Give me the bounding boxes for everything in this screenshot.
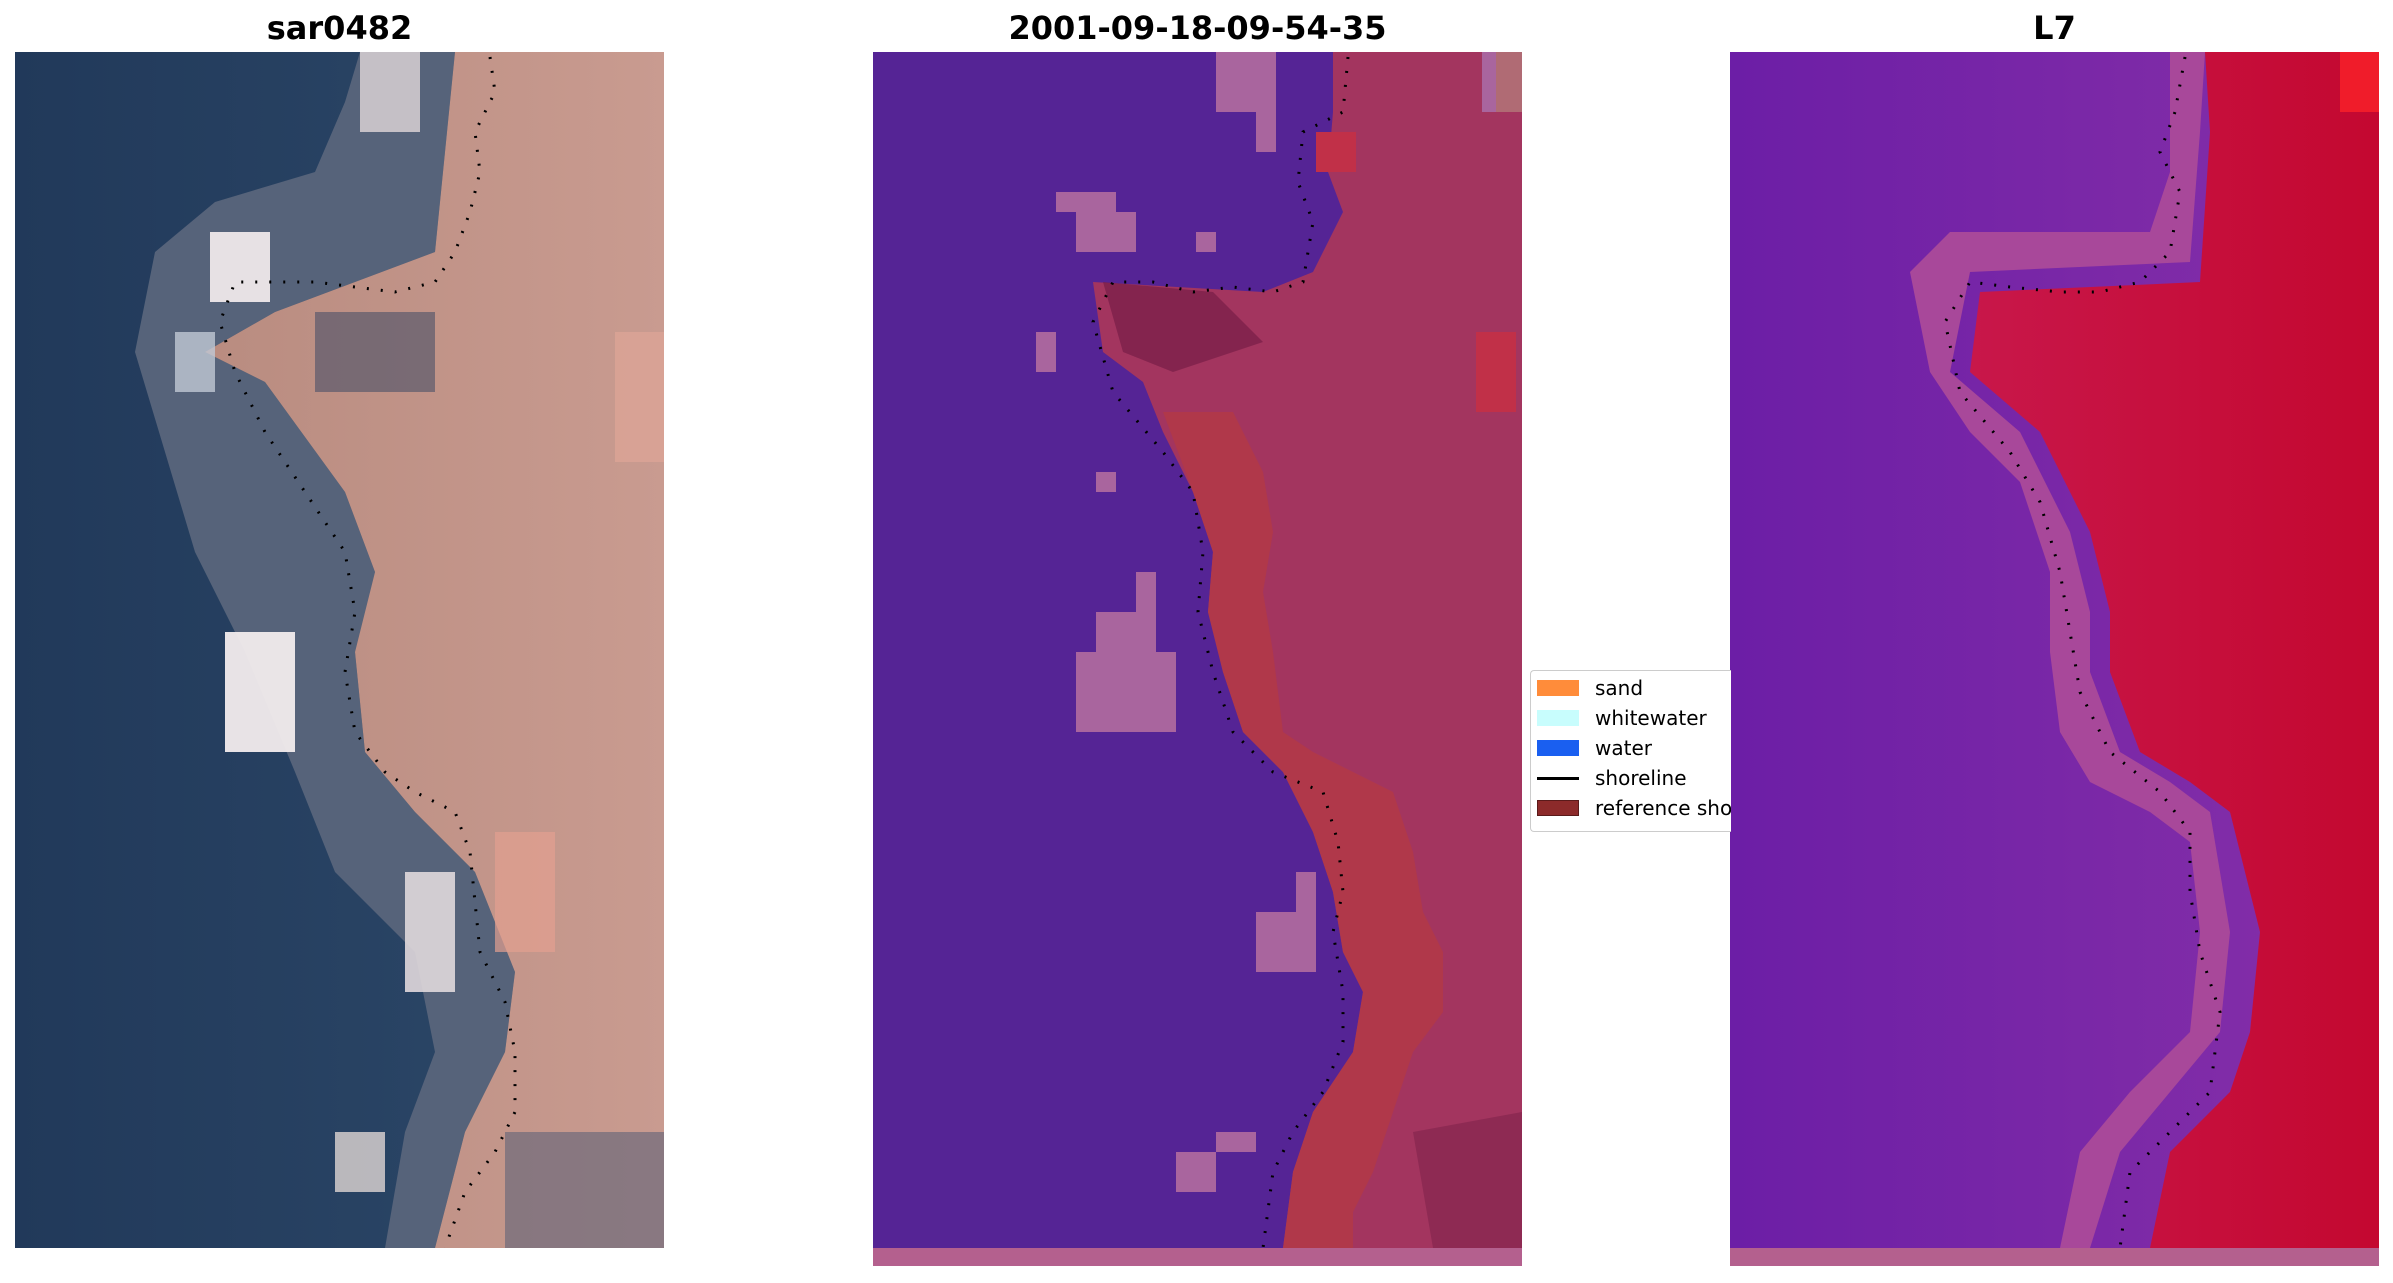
rgb-image-panel — [15, 52, 664, 1248]
legend-label: water — [1595, 736, 1652, 760]
panel-title-rgb: sar0482 — [266, 9, 413, 47]
whitewater-swatch — [1537, 710, 1579, 726]
legend-label: whitewater — [1595, 706, 1707, 730]
detected-shoreline — [218, 56, 517, 1248]
sand-swatch — [1537, 680, 1579, 696]
reference-shoreline-swatch — [1537, 800, 1579, 816]
l7-panel — [1730, 52, 2379, 1248]
legend-label: reference shoreline — [1595, 796, 1731, 820]
legend-item-whitewater: whitewater — [1537, 704, 1707, 732]
whitewater-patches — [1036, 52, 1522, 1192]
sand-class-band — [1163, 412, 1443, 1248]
legend-label: shoreline — [1595, 766, 1687, 790]
panel-title-l7: L7 — [2033, 9, 2076, 47]
transition-band — [1910, 52, 2230, 1248]
reference-shoreline-area — [1103, 282, 1263, 372]
rgb-image — [15, 52, 664, 1248]
legend-label: sand — [1595, 676, 1644, 700]
legend-item-water: water — [1537, 734, 1652, 762]
detected-shoreline — [1943, 56, 2222, 1248]
classification-image — [873, 52, 1522, 1248]
legend: sand whitewater water shoreline referenc… — [1530, 670, 1731, 832]
shoreline-swatch — [1537, 776, 1579, 780]
bottom-strip-panel-2 — [873, 1248, 1522, 1266]
l7-image — [1730, 52, 2379, 1248]
bottom-strip-panel-3 — [1730, 1248, 2379, 1266]
legend-item-reference-shoreline: reference shoreline — [1537, 794, 1731, 822]
classification-panel — [873, 52, 1522, 1248]
legend-item-shoreline: shoreline — [1537, 764, 1687, 792]
legend-item-sand: sand — [1537, 674, 1643, 702]
land-area — [1970, 52, 2379, 1248]
water-swatch — [1537, 740, 1579, 756]
panel-title-date: 2001-09-18-09-54-35 — [1008, 9, 1387, 47]
